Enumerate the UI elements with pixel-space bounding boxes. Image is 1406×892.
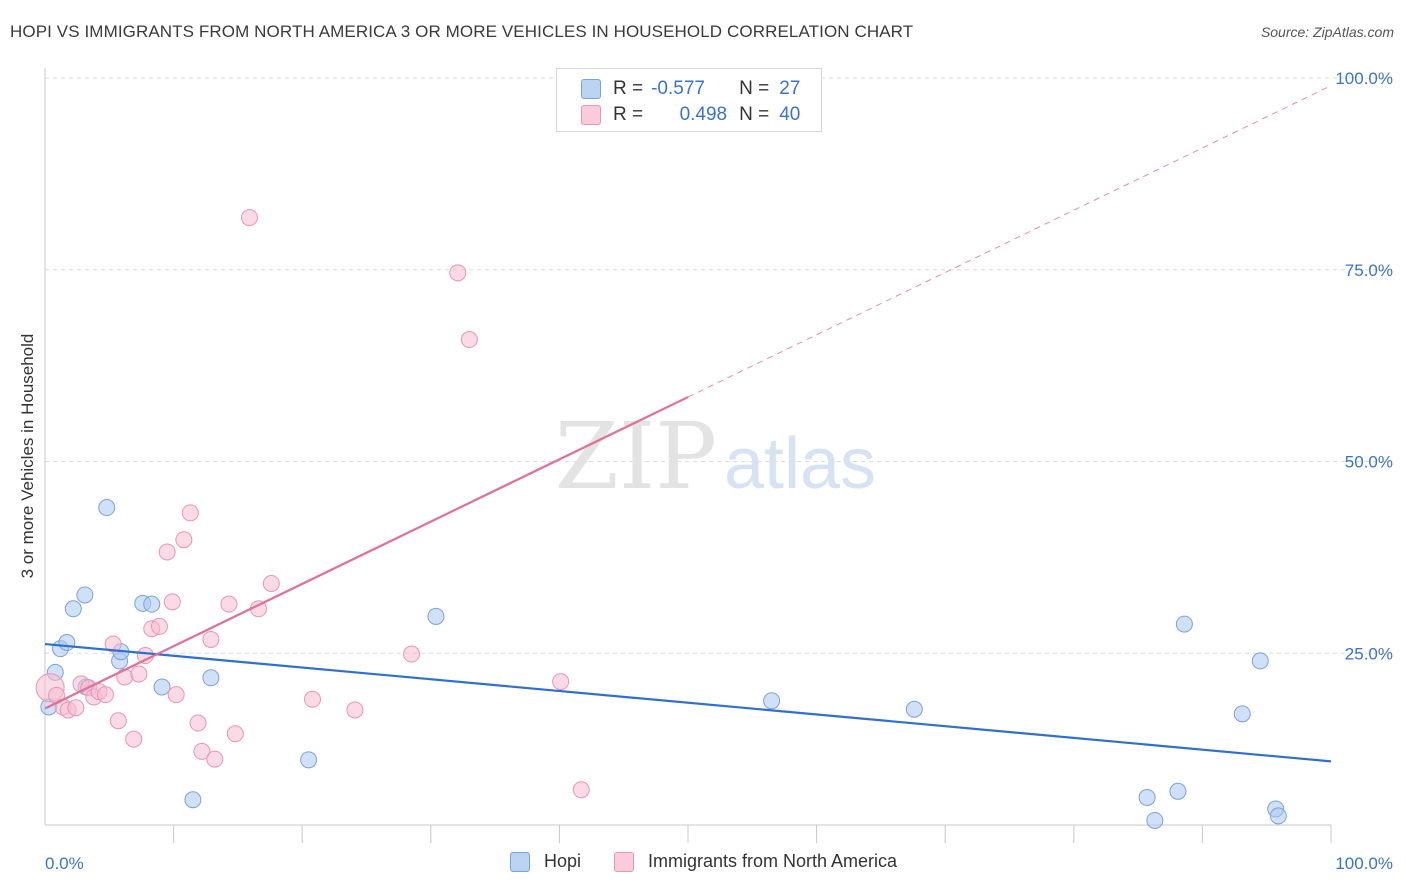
data-points — [35, 209, 1287, 829]
watermark-atlas: atlas — [724, 424, 876, 504]
immigrants-swatch — [614, 851, 634, 872]
n-value: 27 — [779, 78, 801, 99]
y-tick-label: 50.0% — [1345, 453, 1393, 472]
hopi-point — [1138, 788, 1156, 806]
hopi-swatch — [510, 851, 530, 872]
legend-label-immigrants: Immigrants from North America — [648, 851, 898, 871]
immigrants-point — [163, 593, 181, 611]
n-label: N = — [739, 78, 770, 99]
immigrants-point — [552, 673, 570, 691]
y-axis-title: 3 or more Vehicles in Household — [18, 334, 37, 579]
series-legend: Hopi Immigrants from North America — [0, 851, 1406, 879]
immigrants-point — [150, 617, 168, 635]
axis-labels: 25.0% 50.0% 75.0% 100.0% 0.0% 100.0% 3 or more… — [18, 69, 1393, 873]
immigrants-point — [449, 264, 467, 282]
watermark-zip: ZIP — [555, 403, 717, 510]
immigrants-point — [460, 331, 478, 349]
hopi-point — [905, 700, 923, 718]
immigrants-point — [403, 645, 421, 663]
x-tick-label: 100.0% — [1335, 854, 1393, 873]
hopi-point — [58, 634, 76, 652]
immigrants-point — [240, 209, 258, 227]
legend-item-immigrants[interactable]: Immigrants from North America — [614, 851, 897, 872]
hopi-point — [98, 499, 116, 517]
y-tick-label: 75.0% — [1345, 261, 1393, 280]
immigrants-point — [193, 742, 211, 760]
y-tick-label: 25.0% — [1345, 644, 1393, 663]
r-label: R = — [613, 78, 644, 99]
r-label: R = — [613, 104, 644, 125]
immigrants-point — [303, 690, 321, 708]
r-value: -0.577 — [651, 78, 705, 99]
x-tick-label: 0.0% — [45, 854, 84, 873]
hopi-point — [1169, 782, 1187, 800]
immigrants-point — [175, 531, 193, 549]
immigrants-point — [202, 630, 220, 648]
immigrants-point — [572, 781, 590, 799]
hopi-point — [1251, 652, 1269, 670]
hopi-trend-line — [44, 642, 1332, 763]
hopi-point — [1146, 811, 1164, 829]
r-value: 0.498 — [679, 104, 728, 125]
immigrants-point — [125, 730, 143, 748]
immigrants-point — [109, 712, 127, 730]
hopi-point — [1175, 615, 1193, 633]
trend-lines — [44, 85, 1332, 763]
hopi-point — [1233, 705, 1251, 723]
source-label: Source: ZipAtlas.com — [1260, 24, 1394, 40]
hopi-point — [300, 751, 318, 769]
hopi-point — [64, 600, 82, 618]
hopi-point — [202, 669, 220, 687]
immigrants-point — [167, 686, 185, 704]
hopi-point — [76, 586, 94, 604]
n-label: N = — [739, 104, 770, 125]
hopi-point — [1269, 807, 1287, 825]
immigrants-point — [130, 665, 148, 683]
stats-row-immigrants: R = 0.498 N = 40 — [557, 101, 800, 129]
watermark: ZIP atlas — [555, 403, 876, 510]
gridlines — [45, 77, 1392, 654]
n-value: 40 — [779, 104, 801, 125]
immigrants-point — [181, 504, 199, 522]
legend-item-hopi[interactable]: Hopi — [510, 851, 581, 872]
hopi-point — [763, 692, 781, 710]
immigrants-point — [158, 543, 176, 561]
hopi-point — [153, 678, 171, 696]
immigrants-point — [189, 714, 207, 732]
chart-title: HOPI VS IMMIGRANTS FROM NORTH AMERICA 3 … — [10, 22, 914, 41]
immigrants-point — [346, 701, 364, 719]
hopi-point — [184, 791, 202, 809]
legend-label-hopi: Hopi — [544, 851, 582, 871]
immigrants-trend-line-extension — [687, 85, 1332, 398]
immigrants-point — [262, 574, 280, 592]
immigrants-point — [220, 595, 238, 613]
y-tick-label: 100.0% — [1335, 69, 1393, 88]
immigrants-point — [136, 647, 154, 665]
immigrants-swatch — [581, 105, 601, 125]
immigrants-point — [96, 686, 114, 704]
hopi-point — [143, 595, 161, 613]
immigrants-point — [104, 635, 122, 653]
hopi-swatch — [581, 79, 601, 99]
immigrants-trend-line — [44, 396, 689, 710]
stats-row-hopi: R = -0.577 N = 27 — [557, 75, 800, 103]
hopi-point — [427, 607, 445, 625]
immigrants-point — [226, 725, 244, 743]
immigrants-point — [67, 699, 85, 717]
stats-legend: R = -0.577 N = 27 R = 0.498 N = 40 — [556, 68, 822, 132]
immigrants-point — [206, 750, 224, 768]
